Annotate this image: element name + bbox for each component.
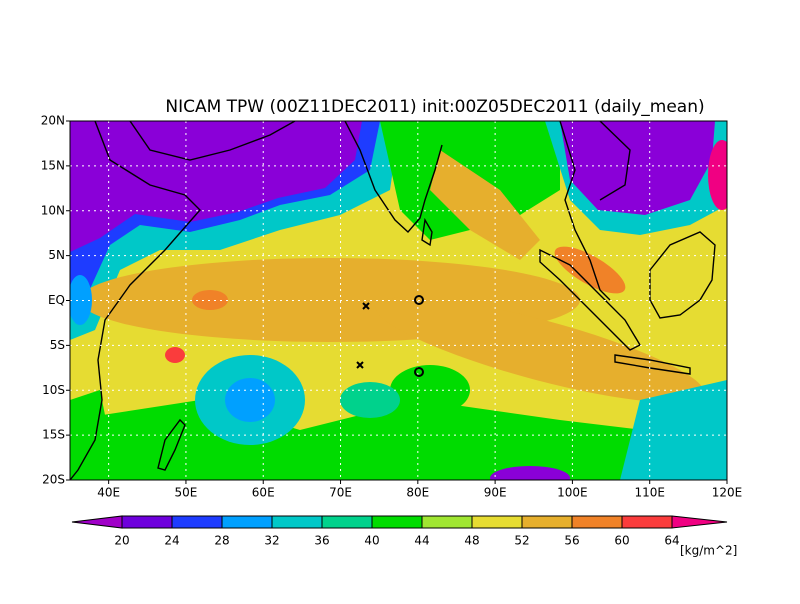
colorbar-label: 24 xyxy=(164,534,179,548)
lat-tick-label: 5N xyxy=(48,248,65,262)
lon-tick-label: 40E xyxy=(97,486,120,500)
field-dry-ne xyxy=(560,121,715,215)
map-title: NICAM TPW (00Z11DEC2011) init:00Z05DEC20… xyxy=(165,97,704,117)
colorbar-box xyxy=(421,515,473,529)
colorbar-label: 20 xyxy=(114,534,129,548)
colorbar-box xyxy=(221,515,273,529)
lon-tick-label: 60E xyxy=(252,486,275,500)
lat-tick-label: 20N xyxy=(41,114,65,128)
colorbar-label: 40 xyxy=(364,534,379,548)
lat-tick-label: 15S xyxy=(42,428,65,442)
colorbar-label: 60 xyxy=(614,534,629,548)
coast-sumatra xyxy=(539,248,641,351)
colorbar-label: 44 xyxy=(414,534,429,548)
lat-tick-label: 15N xyxy=(41,158,65,172)
lat-tick-label: 20S xyxy=(42,473,65,487)
coast-africa xyxy=(70,121,201,480)
coast-madagascar xyxy=(157,418,186,471)
coast-india xyxy=(344,121,443,234)
lon-tick-label: 80E xyxy=(406,486,429,500)
field-red-spot xyxy=(165,347,185,363)
colorbar-box xyxy=(171,515,223,529)
markers xyxy=(356,295,424,377)
coastlines xyxy=(70,121,716,480)
colorbar: 20 24 28 32 36 40 44 48 52 56 60 64[kg/m^2] xyxy=(71,515,737,558)
field-orange-streak xyxy=(430,150,540,260)
field-orange-band-east xyxy=(375,297,705,403)
lat-tick-label: 10S xyxy=(42,383,65,397)
marker-circle xyxy=(414,367,424,377)
coast-borneo xyxy=(649,231,716,319)
field-blue-west xyxy=(70,275,92,325)
colorbar-end xyxy=(71,515,123,529)
field-green-blob xyxy=(340,382,400,418)
lon-tick-label: 110E xyxy=(634,486,665,500)
lon-tick-label: 100E xyxy=(557,486,588,500)
field-dry-south xyxy=(490,466,570,480)
lat-tick-label: 5S xyxy=(50,338,65,352)
marker-circle xyxy=(414,295,424,305)
marker-x xyxy=(362,302,370,310)
colorbar-box xyxy=(471,515,523,529)
colorbar-box xyxy=(571,515,623,529)
lon-tick-label: 70E xyxy=(329,486,352,500)
lat-tick-label: EQ xyxy=(48,293,65,307)
colorbar-box xyxy=(521,515,573,529)
field-wet-spot xyxy=(708,140,727,210)
field-blue-blob xyxy=(225,378,275,422)
colorbar-end xyxy=(671,515,728,529)
colorbar-label: 32 xyxy=(264,534,279,548)
coast-vietnam xyxy=(599,121,631,201)
colorbar-box xyxy=(121,515,173,529)
colorbar-label: 28 xyxy=(214,534,229,548)
marker-x xyxy=(356,361,364,369)
colorbar-box xyxy=(321,515,373,529)
colorbar-label: 56 xyxy=(564,534,579,548)
colorbar-box xyxy=(271,515,323,529)
colorbar-label: 64 xyxy=(664,534,679,548)
colorbar-label: 36 xyxy=(314,534,329,548)
colorbar-unit: [kg/m^2] xyxy=(680,544,737,558)
field-cyan-se xyxy=(620,380,727,480)
lon-tick-label: 50E xyxy=(175,486,198,500)
coast-java xyxy=(614,354,691,375)
field-orange-spot xyxy=(554,246,626,294)
lon-tick-label: 90E xyxy=(484,486,507,500)
field-dry-region xyxy=(70,121,362,252)
coast-arabia xyxy=(129,121,296,161)
coast-sri-lanka xyxy=(421,217,433,247)
colorbar-label: 52 xyxy=(514,534,529,548)
colorbar-box xyxy=(371,515,423,529)
lat-tick-label: 10N xyxy=(41,203,65,217)
lon-tick-label: 120E xyxy=(712,486,743,500)
colorbar-label: 48 xyxy=(464,534,479,548)
coast-indochina xyxy=(559,121,611,301)
colorbar-box xyxy=(621,515,673,529)
grid xyxy=(70,121,727,480)
